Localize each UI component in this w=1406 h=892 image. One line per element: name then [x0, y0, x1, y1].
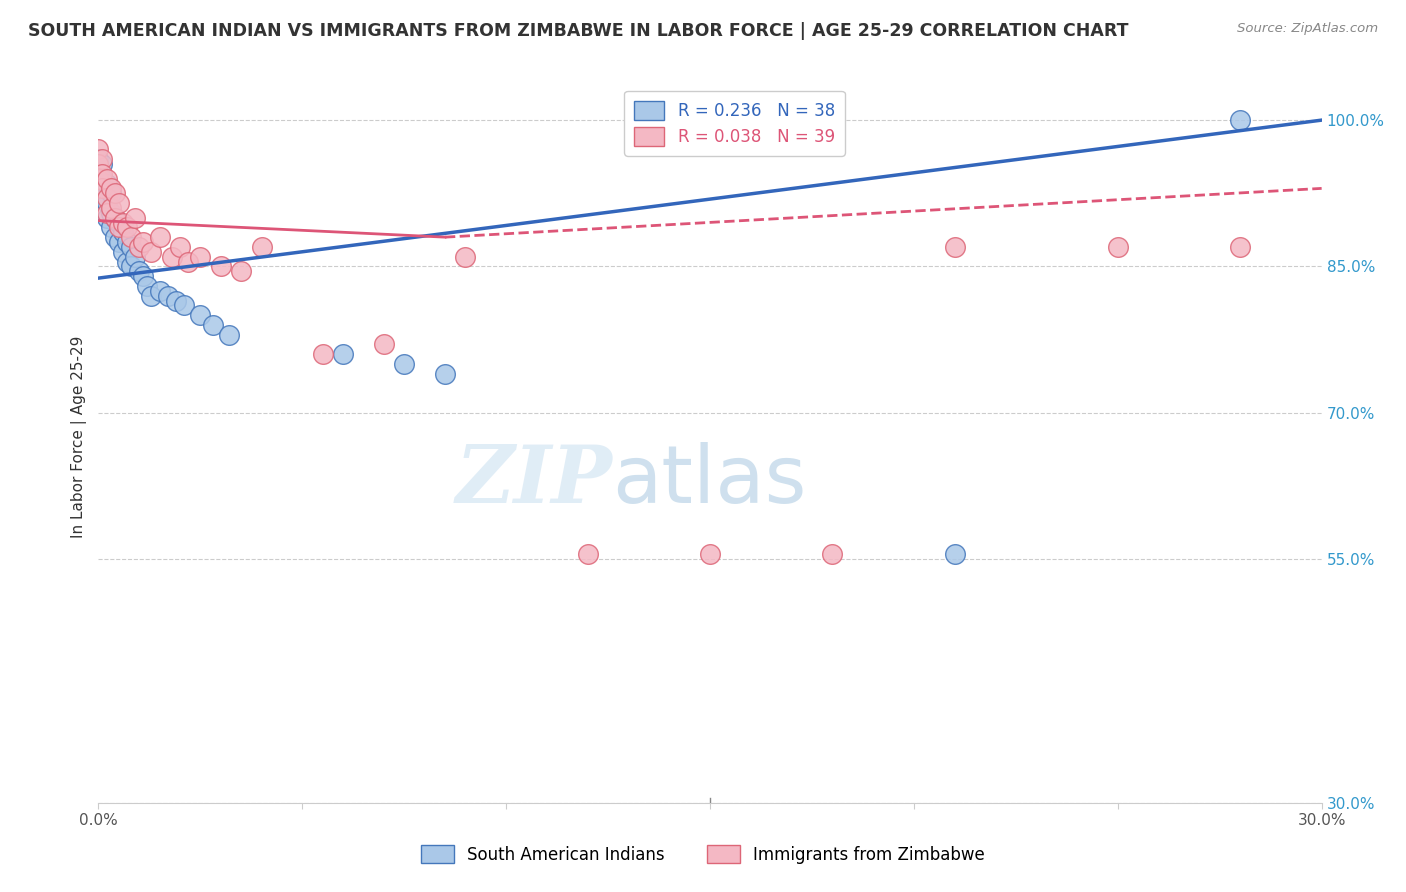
Legend: R = 0.236   N = 38, R = 0.038   N = 39: R = 0.236 N = 38, R = 0.038 N = 39	[624, 91, 845, 156]
Point	[120, 260, 142, 274]
Point	[108, 196, 131, 211]
Point	[128, 240, 150, 254]
Point	[111, 215, 134, 229]
Point	[91, 191, 114, 205]
Point	[128, 264, 150, 278]
Point	[87, 142, 110, 156]
Point	[115, 254, 138, 268]
Point	[136, 279, 159, 293]
Point	[96, 177, 118, 191]
Point	[156, 288, 179, 302]
Point	[132, 235, 155, 249]
Point	[132, 269, 155, 284]
Point	[120, 230, 142, 244]
Point	[104, 211, 127, 225]
Legend: South American Indians, Immigrants from Zimbabwe: South American Indians, Immigrants from …	[415, 838, 991, 871]
Point	[120, 240, 142, 254]
Point	[91, 171, 114, 186]
Point	[165, 293, 187, 308]
Point	[96, 211, 118, 225]
Point	[96, 171, 118, 186]
Point	[111, 244, 134, 259]
Text: Source: ZipAtlas.com: Source: ZipAtlas.com	[1237, 22, 1378, 36]
Text: SOUTH AMERICAN INDIAN VS IMMIGRANTS FROM ZIMBABWE IN LABOR FORCE | AGE 25-29 COR: SOUTH AMERICAN INDIAN VS IMMIGRANTS FROM…	[28, 22, 1129, 40]
Point	[115, 220, 138, 235]
Point	[576, 547, 599, 561]
Point	[91, 167, 114, 181]
Point	[943, 240, 966, 254]
Text: atlas: atlas	[612, 442, 807, 520]
Point	[188, 308, 212, 322]
Point	[96, 191, 118, 205]
Point	[91, 181, 114, 195]
Point	[108, 220, 131, 235]
Point	[218, 327, 240, 342]
Point	[100, 201, 122, 215]
Point	[115, 235, 138, 249]
Point	[104, 230, 127, 244]
Point	[91, 152, 114, 166]
Point	[87, 167, 110, 181]
Point	[312, 347, 335, 361]
Point	[454, 250, 477, 264]
Point	[149, 230, 172, 244]
Point	[108, 235, 131, 249]
Point	[392, 357, 416, 371]
Point	[1107, 240, 1129, 254]
Point	[104, 186, 127, 201]
Point	[124, 250, 146, 264]
Point	[188, 250, 212, 264]
Point	[332, 347, 354, 361]
Point	[104, 211, 127, 225]
Point	[1229, 113, 1251, 128]
Point	[124, 211, 146, 225]
Point	[231, 264, 253, 278]
Point	[434, 367, 457, 381]
Point	[100, 206, 122, 220]
Point	[108, 215, 131, 229]
Point	[699, 547, 721, 561]
Point	[149, 284, 172, 298]
Point	[173, 298, 195, 312]
Point	[201, 318, 224, 332]
Point	[141, 288, 163, 302]
Point	[209, 260, 232, 274]
Point	[943, 547, 966, 561]
Point	[821, 547, 844, 561]
Point	[87, 171, 110, 186]
Point	[100, 220, 122, 235]
Text: ZIP: ZIP	[456, 442, 612, 520]
Point	[1229, 240, 1251, 254]
Point	[160, 250, 183, 264]
Point	[100, 186, 122, 201]
Point	[177, 254, 200, 268]
Point	[96, 196, 118, 211]
Y-axis label: In Labor Force | Age 25-29: In Labor Force | Age 25-29	[72, 336, 87, 538]
Point	[169, 240, 191, 254]
Point	[91, 157, 114, 171]
Point	[111, 225, 134, 239]
Point	[87, 152, 110, 166]
Point	[250, 240, 273, 254]
Point	[373, 337, 395, 351]
Point	[141, 244, 163, 259]
Point	[100, 181, 122, 195]
Point	[96, 206, 118, 220]
Point	[87, 157, 110, 171]
